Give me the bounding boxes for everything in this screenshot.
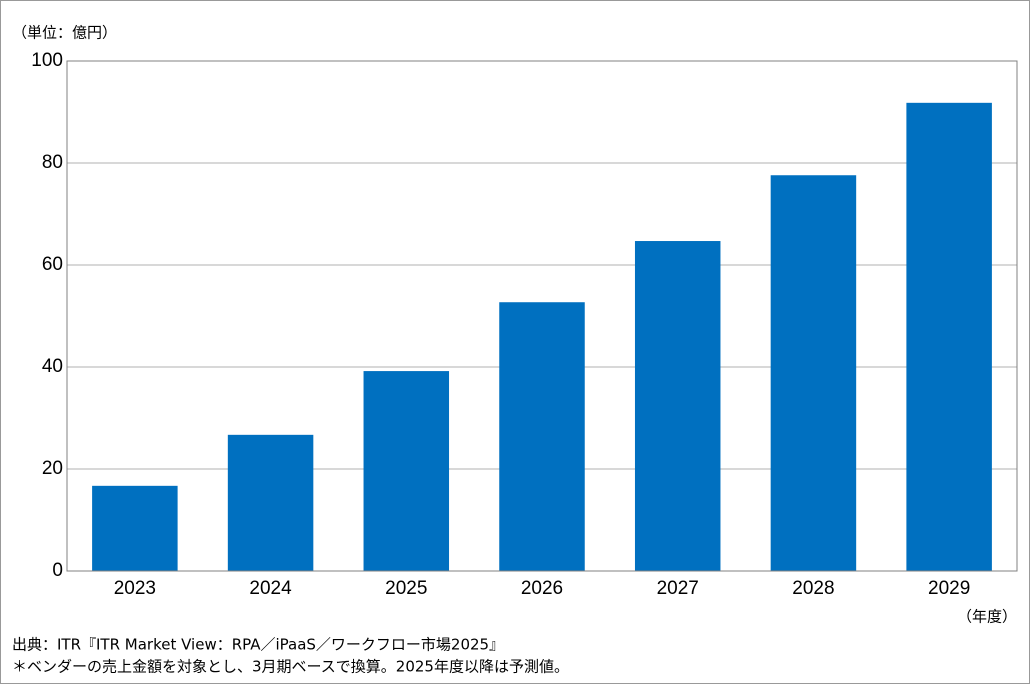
bar [92,485,178,571]
plot-border [66,60,1018,572]
x-tick-label: 2029 [928,578,970,599]
y-unit: （単位：億円） [12,24,117,42]
bar [227,434,314,571]
y-tick-label: 80 [42,152,63,173]
bar [499,302,585,571]
x-tick-label: 2025 [385,578,427,599]
bar [770,175,857,572]
x-unit: （年度） [957,608,1017,626]
y-tick-label: 0 [52,560,63,581]
x-tick-label: 2024 [249,578,292,599]
y-tick-label: 40 [42,356,63,377]
x-tick-label: 2027 [657,578,699,599]
x-tick-label: 2028 [792,578,834,599]
bar [906,102,992,571]
x-tick-label: 2023 [114,578,156,599]
bar [634,241,721,571]
y-tick-label: 60 [42,254,63,275]
y-tick-label: 100 [31,50,63,71]
source: 出典：ITR『ITR Market View：RPA／iPaaS／ワークフロー市… [12,636,504,654]
x-tick-label: 2026 [521,578,563,599]
y-tick-label: 20 [42,458,63,479]
bar [363,371,450,571]
note: ＊ベンダーの売上金額を対象とし、3月期ベースで換算。2025年度以降は予測値。 [12,658,569,676]
